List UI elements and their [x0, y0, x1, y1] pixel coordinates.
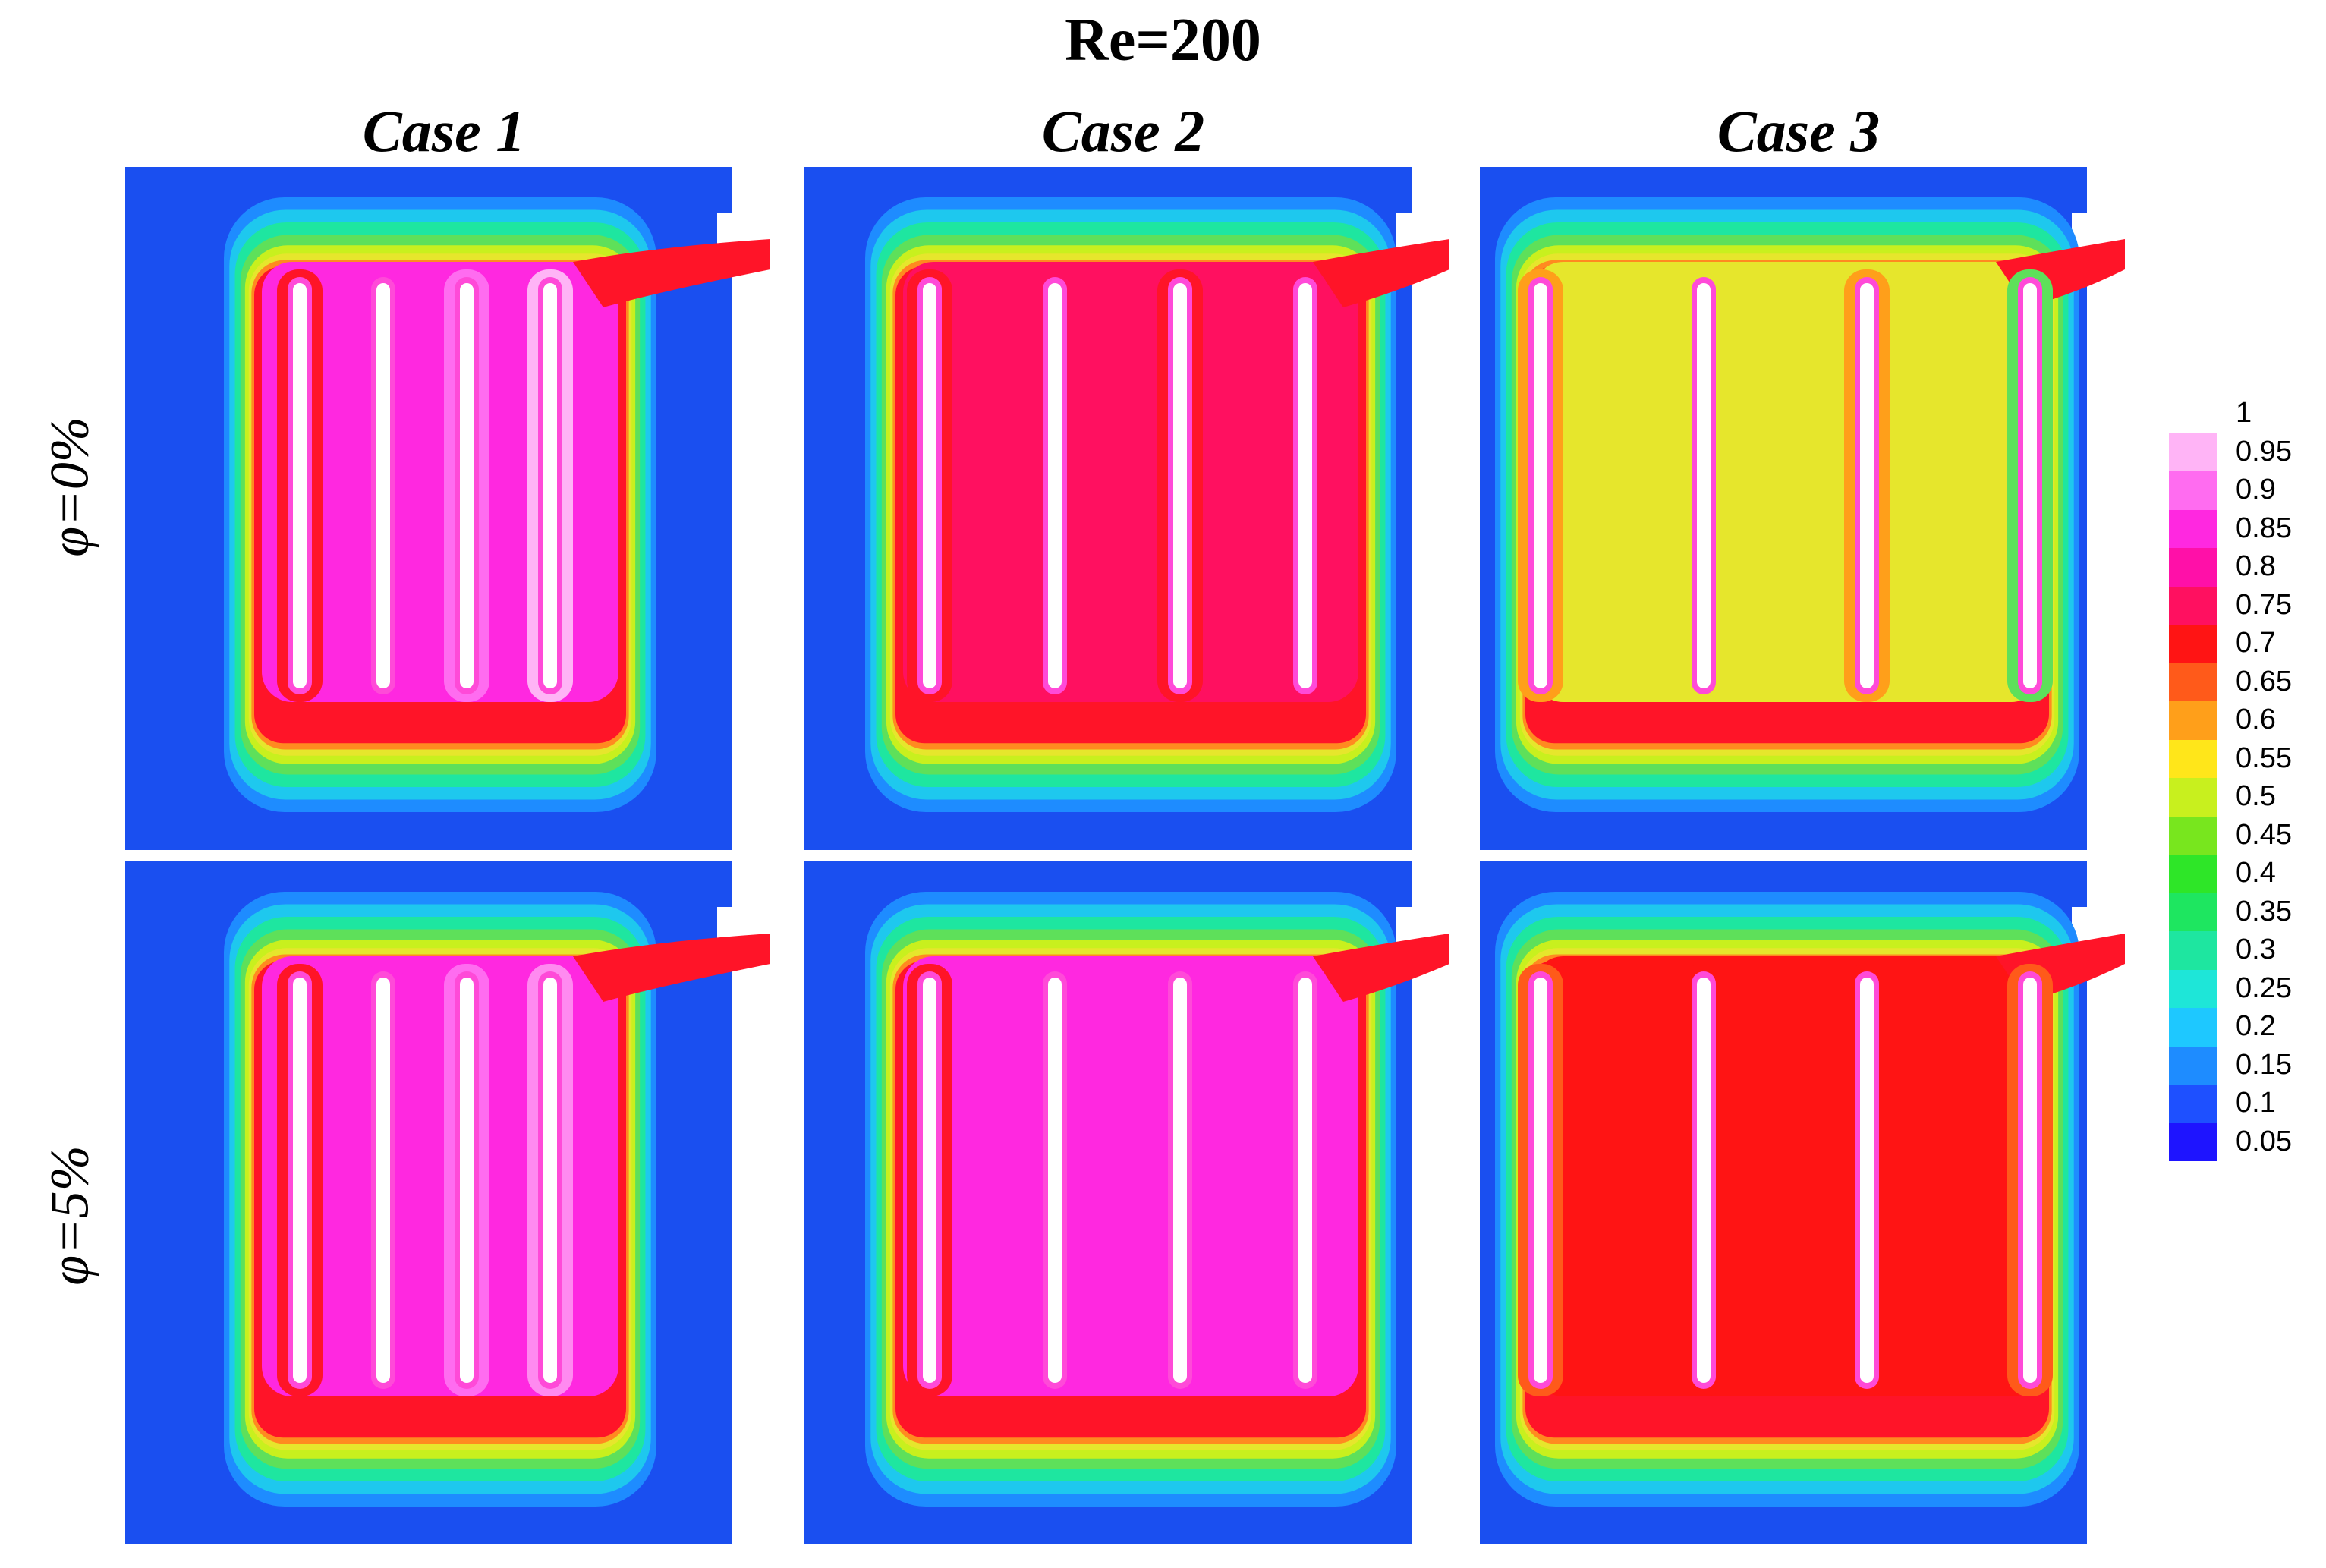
legend-swatch: [2169, 548, 2217, 587]
legend-label: 0.3: [2236, 934, 2276, 965]
legend-label: 0.45: [2236, 818, 2292, 851]
contour-panel-case-3-phi-5: [1480, 861, 2125, 1544]
legend-label: 0.7: [2236, 627, 2276, 659]
legend-label: 0.85: [2236, 512, 2292, 544]
legend-swatch: [2169, 509, 2217, 548]
legend-label: 0.65: [2236, 665, 2292, 697]
legend-swatch: [2169, 701, 2217, 740]
column-label-case-2: Case 2: [1041, 98, 1205, 164]
contour-plot: [125, 167, 770, 850]
legend-swatch: [2169, 778, 2217, 817]
contour-panel-case-2-phi-5: [804, 861, 1449, 1544]
legend-label: 0.6: [2236, 704, 2276, 735]
legend-label: 0.55: [2236, 741, 2292, 774]
legend-swatch: [2169, 1046, 2217, 1085]
legend-swatch: [2169, 433, 2217, 471]
legend-swatch: [2169, 893, 2217, 931]
legend-swatch: [2169, 1085, 2217, 1123]
legend-swatch: [2169, 663, 2217, 701]
legend-label: 0.8: [2236, 550, 2276, 582]
legend-label: 0.25: [2236, 971, 2292, 1004]
legend-label: 0.5: [2236, 780, 2276, 812]
contour-plot: [1480, 167, 2125, 850]
row-label-phi-5: φ=5%: [39, 1145, 100, 1286]
contour-plot: [1480, 861, 2125, 1544]
column-label-case-3: Case 3: [1717, 98, 1881, 164]
legend-color-bar: [2169, 395, 2217, 1161]
column-label-case-1: Case 1: [362, 98, 526, 164]
contour-panel-case-2-phi-0: [804, 167, 1449, 850]
contour-panel-case-1-phi-0: [125, 167, 770, 850]
contour-plot: [804, 861, 1449, 1544]
legend-label: 0.9: [2236, 474, 2276, 505]
legend-label: 0.2: [2236, 1010, 2276, 1042]
contour-panel-case-1-phi-5: [125, 861, 770, 1544]
legend-swatch: [2169, 969, 2217, 1008]
legend-swatch: [2169, 855, 2217, 893]
figure-title: Re=200: [1065, 7, 1261, 74]
contour-panel-case-3-phi-0: [1480, 167, 2125, 850]
legend-label: 0.15: [2236, 1048, 2292, 1081]
legend-swatch: [2169, 1008, 2217, 1047]
contour-plot: [804, 167, 1449, 850]
legend-swatch: [2169, 1122, 2217, 1161]
legend-swatch: [2169, 625, 2217, 663]
legend-label: 0.4: [2236, 857, 2276, 889]
color-legend: 1 0.95 0.9 0.85 0.8 0.75 0.7 0.65 0.6 0.55 0.5 0.45…: [2169, 395, 2321, 1169]
legend-label: 0.75: [2236, 588, 2292, 621]
legend-swatch: [2169, 395, 2217, 433]
legend-swatch: [2169, 586, 2217, 625]
legend-swatch: [2169, 471, 2217, 510]
contour-plot: [125, 861, 770, 1544]
legend-swatch: [2169, 816, 2217, 855]
legend-label: 0.95: [2236, 435, 2292, 468]
legend-label: 0.1: [2236, 1087, 2276, 1119]
legend-label: 0.35: [2236, 895, 2292, 927]
legend-swatch: [2169, 931, 2217, 970]
legend-label: 0.05: [2236, 1125, 2292, 1157]
row-label-phi-0: φ=0%: [39, 417, 100, 557]
legend-swatch: [2169, 739, 2217, 778]
legend-label: 1: [2236, 397, 2252, 429]
